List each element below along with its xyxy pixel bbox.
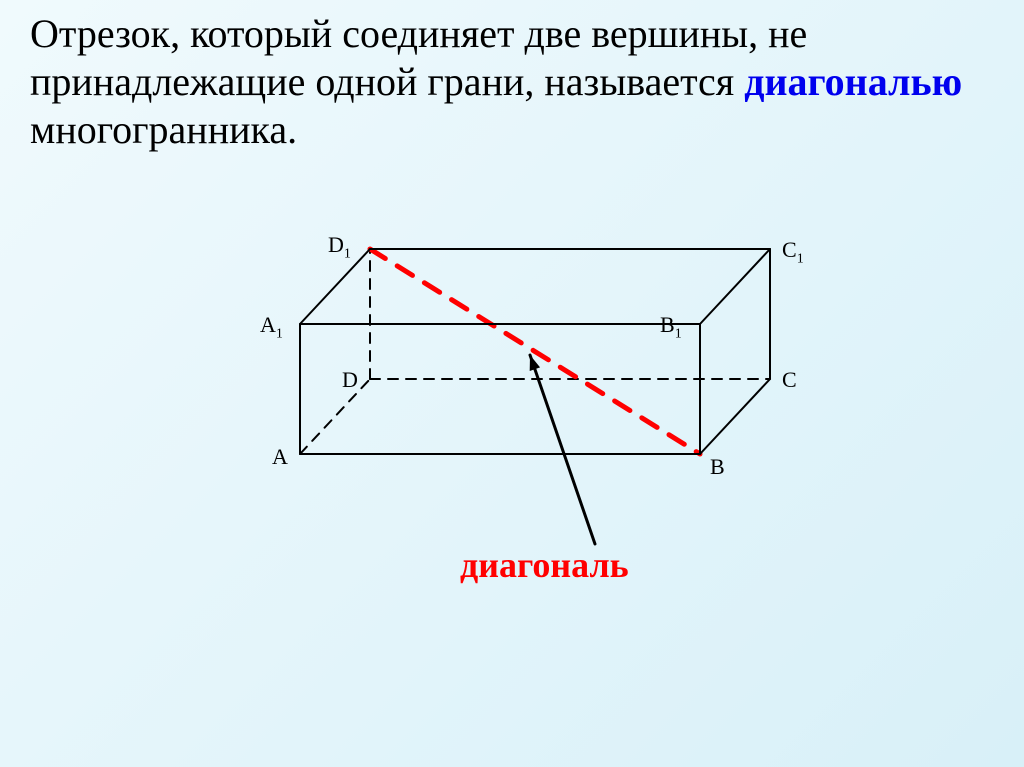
cuboid-diagram [0,154,1024,674]
definition-text: Отрезок, который соединяет две вершины, … [0,0,1024,154]
definition-suffix: многогранника. [30,107,297,152]
definition-prefix: Отрезок, который соединяет две вершины, … [30,11,807,104]
vertex-label-B1: B1 [660,312,682,342]
diagram-container: A B C D A1 B1 C1 D1 диагональ [0,154,1024,674]
vertex-label-D: D [342,367,358,393]
vertex-label-A: A [272,444,288,470]
vertex-label-D1: D1 [328,232,351,262]
vertex-label-A1: A1 [260,312,283,342]
definition-term: диагональю [744,59,962,104]
vertex-label-C: C [782,367,797,393]
vertex-label-C1: C1 [782,237,804,267]
vertex-label-B: B [710,454,725,480]
diagonal-caption: диагональ [460,544,629,586]
